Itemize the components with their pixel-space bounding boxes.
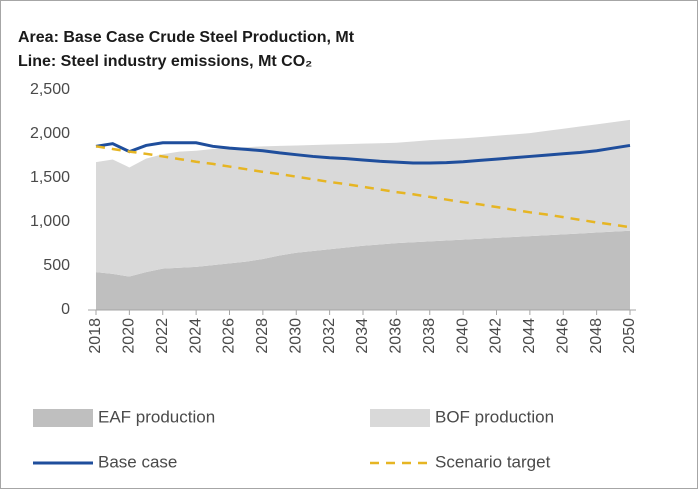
x-tick-label: 2042 [488, 318, 505, 354]
y-tick-label: 1,500 [30, 169, 70, 186]
x-tick-label: 2022 [154, 318, 171, 354]
x-tick-label: 2020 [121, 318, 138, 354]
x-tick-label: 2030 [287, 318, 304, 354]
x-tick-label: 2036 [388, 318, 405, 354]
chart-subtitle: Line: Steel industry emissions, Mt CO₂ [18, 53, 312, 70]
x-tick-label: 2048 [588, 318, 605, 354]
y-tick-label: 2,000 [30, 125, 70, 142]
y-tick-label: 0 [61, 301, 70, 318]
x-tick-label: 2044 [521, 318, 538, 354]
line [95, 141, 631, 165]
x-tick-label: 2032 [321, 318, 338, 354]
legend-label: Scenario target [435, 452, 551, 471]
x-tick-label: 2040 [454, 318, 471, 354]
y-tick-label: 2,500 [30, 81, 70, 98]
x-tick-label: 2028 [254, 318, 271, 354]
x-tick-label: 2038 [421, 318, 438, 354]
legend-label: EAF production [98, 407, 215, 426]
line [95, 145, 631, 229]
legend-swatch [33, 409, 93, 427]
x-tick-label: 2024 [187, 318, 204, 354]
legend-label: Base case [98, 452, 177, 471]
x-tick-label: 2034 [354, 318, 371, 354]
x-tick-label: 2046 [554, 318, 571, 354]
area [96, 230, 630, 310]
y-tick-label: 500 [43, 257, 70, 274]
y-tick-label: 1,000 [30, 213, 70, 230]
chart-title: Area: Base Case Crude Steel Production, … [18, 29, 355, 46]
legend-swatch [370, 409, 430, 427]
x-tick-label: 2050 [621, 318, 638, 354]
x-tick-label: 2018 [87, 318, 104, 354]
legend-label: BOF production [435, 407, 554, 426]
x-tick-label: 2026 [221, 318, 238, 354]
